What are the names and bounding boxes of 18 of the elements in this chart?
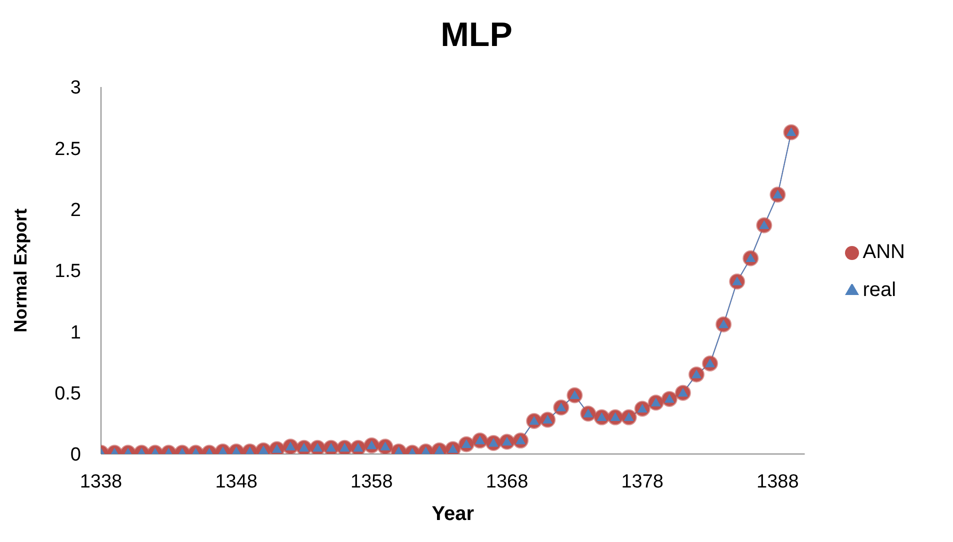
y-tick-label: 1 [70, 322, 81, 344]
y-tick-label: 1.5 [54, 261, 81, 282]
y-tick-label: 2 [70, 200, 81, 222]
x-tick-label: 1368 [486, 471, 528, 492]
y-axis-title: Normal Export [10, 208, 30, 333]
y-tick-label: 2.5 [54, 138, 81, 160]
x-tick-label: 1378 [621, 471, 664, 492]
x-tick-label: 1348 [215, 471, 258, 492]
x-axis-title: Year [432, 503, 474, 526]
y-tick-label: 3 [70, 78, 81, 99]
x-tick-label: 1358 [350, 471, 393, 492]
y-tick-label: 0 [70, 444, 81, 466]
x-tick-label: 1338 [80, 471, 122, 492]
chart-title: MLP [440, 16, 514, 55]
x-tick-label: 1388 [756, 471, 799, 492]
y-tick-label: 0.5 [54, 384, 81, 405]
legend-label: real [862, 279, 896, 301]
legend-label: ANN [862, 241, 905, 263]
